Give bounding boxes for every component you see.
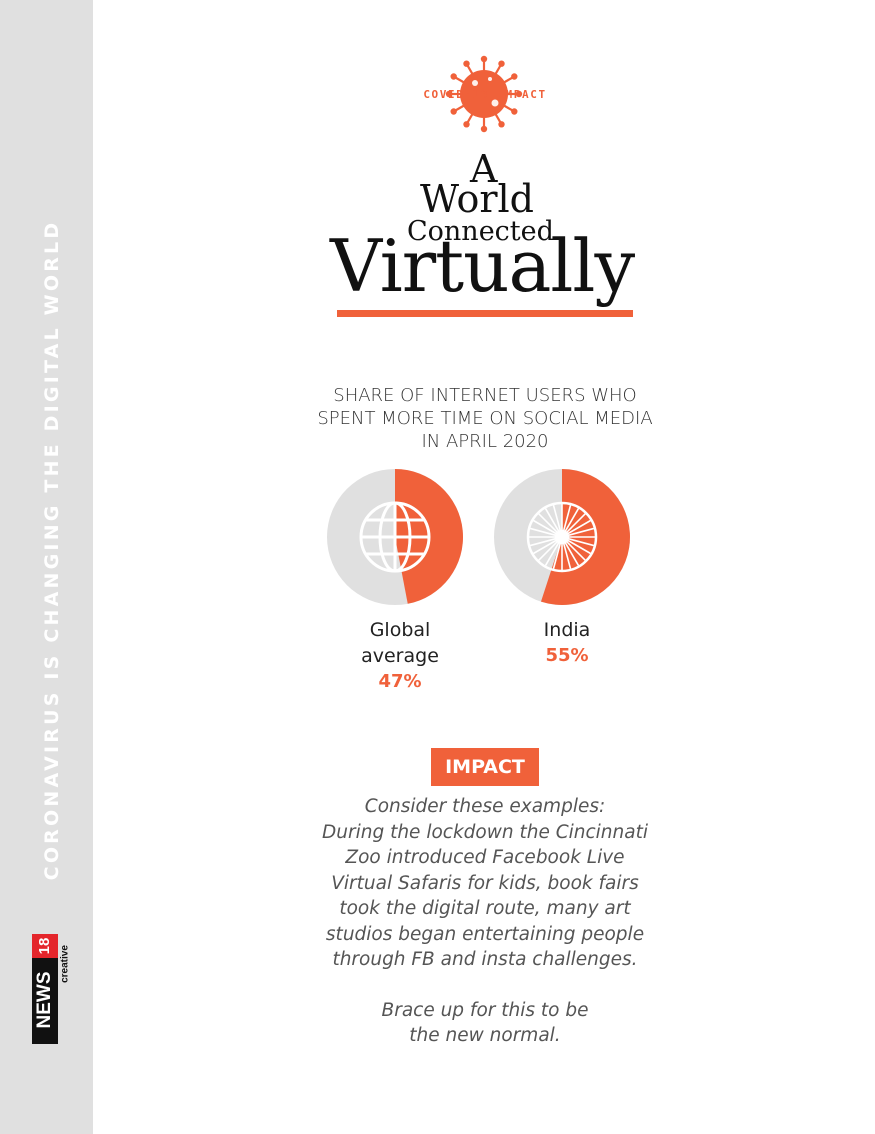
pie-india [494,469,630,605]
title-word-world: World [420,177,534,221]
pie-label-india-line1: India [543,619,591,641]
virus-spike-tip [463,121,470,128]
impact-line: Virtual Safaris for kids, book fairs [331,872,639,894]
covid-badge: COVID-19 IMPACT [423,88,547,101]
closing-line: Brace up for this to be [381,999,589,1021]
impact-line: During the lockdown the Cincinnati [322,821,648,843]
pie-label-global-line1: Global [369,619,431,641]
virus-spike-tip [511,108,518,115]
virus-spike-tip [511,73,518,80]
virus-spike-tip [515,90,523,98]
virus-spike [454,76,466,84]
virus-spike [502,104,514,112]
title-underline [337,310,633,317]
news18-logo: NEWS 18 creative [32,934,72,1046]
virus-spike-tip [498,121,505,128]
impact-text: Consider these examples: During the lock… [300,794,670,1049]
closing-line: the new normal. [409,1025,561,1046]
virus-spike-tip [480,55,488,63]
impact-line: studios began entertaining people [325,923,645,945]
pie-global [327,469,463,605]
virus-spike-tip [498,60,505,67]
ashoka-chakra-icon [526,501,598,573]
impact-line: Consider these examples: [364,796,606,817]
globe-icon [359,501,431,573]
impact-line: Zoo introduced Facebook Live [345,847,625,868]
virus-spike-tip [445,90,453,98]
title-word-a: A [470,147,498,191]
virus-spike-tip [450,108,457,115]
impact-line: through FB and insta challenges. [332,949,638,970]
pie-charts [327,469,630,605]
virus-spike-tip [480,125,488,133]
pie-label-global: Global average 47% [340,617,460,695]
title-word-virtually: Virtually [330,224,635,308]
logo-brand-text: NEWS [34,972,55,1029]
news18-logo-mark: NEWS 18 creative [32,934,71,1044]
pie-value-india: 55% [545,645,589,666]
pie-label-india: India 55% [507,617,627,669]
virus-spike [454,104,466,112]
impact-line: took the digital route, many art [339,898,631,919]
chart-title: SHARE OF INTERNET USERS WHO SPENT MORE T… [317,385,653,452]
virus-spike [466,112,474,124]
sidebar-vertical-text: CORONAVIRUS IS CHANGING THE DIGITAL WORL… [41,219,63,881]
virus-spike-tip [463,60,470,67]
virus-spike-tip [450,73,457,80]
virus-spike [502,76,514,84]
virus-spike [466,64,474,76]
virus-icon [445,55,523,133]
virus-spike [494,64,502,76]
virus-spike [494,112,502,124]
pie-label-global-line2: average [361,645,439,667]
logo-sub-text: creative [60,945,71,983]
title-word-connected: Connected [407,216,554,247]
logo-number-text: 18 [36,938,53,955]
impact-badge: IMPACT [431,748,539,786]
pie-value-global: 47% [378,671,422,692]
